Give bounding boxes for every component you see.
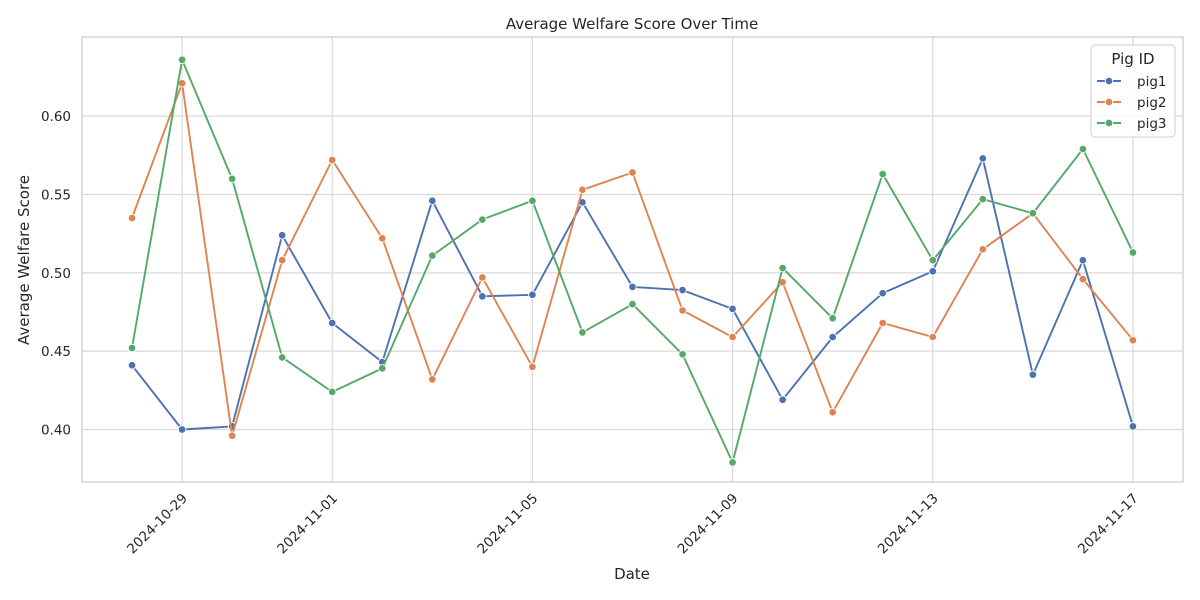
data-point xyxy=(628,282,637,292)
legend-label-pig1: pig1 xyxy=(1137,74,1166,90)
data-point xyxy=(528,196,537,205)
plot-frame xyxy=(81,36,1184,483)
y-tick-label: 0.40 xyxy=(41,423,71,439)
data-point xyxy=(928,267,938,276)
data-point xyxy=(327,318,337,328)
y-tick-label: 0.45 xyxy=(41,344,71,360)
data-point xyxy=(678,306,687,315)
data-point xyxy=(1078,274,1088,284)
data-point xyxy=(1078,256,1088,265)
data-point xyxy=(227,174,237,184)
data-point xyxy=(177,55,187,64)
data-point xyxy=(628,299,637,309)
data-point xyxy=(428,251,437,260)
x-tick-label: 2024-11-01 xyxy=(274,491,341,558)
data-point xyxy=(478,273,487,282)
data-point xyxy=(828,332,837,342)
data-point xyxy=(728,304,737,314)
y-tick-label: 0.55 xyxy=(41,187,71,203)
data-point xyxy=(578,185,587,195)
legend-title: Pig ID xyxy=(1111,50,1154,68)
legend-label-pig3: pig3 xyxy=(1137,116,1166,132)
data-point xyxy=(628,168,637,177)
data-point xyxy=(678,350,687,359)
data-point xyxy=(678,285,687,295)
x-tick-label: 2024-10-29 xyxy=(124,491,191,558)
data-point xyxy=(528,362,537,372)
data-point xyxy=(127,361,137,370)
data-point xyxy=(277,353,287,362)
data-point xyxy=(778,263,787,273)
series-pig3 xyxy=(127,55,1138,467)
data-point xyxy=(1128,248,1138,257)
data-point xyxy=(378,234,387,243)
y-axis-label: Average Welfare Score xyxy=(15,175,33,345)
legend-marker-pig1 xyxy=(1104,76,1114,86)
data-point xyxy=(1128,335,1138,345)
series-pig1 xyxy=(127,154,1138,434)
x-tick-label: 2024-11-17 xyxy=(1075,491,1142,558)
tick-labels: 0.40 0.45 0.50 0.55 0.60 2024-10-29 2024-11-01… xyxy=(41,109,1142,557)
data-point xyxy=(728,458,737,467)
data-point xyxy=(1028,370,1038,379)
chart-title: Average Welfare Score Over Time xyxy=(506,15,758,33)
data-point xyxy=(1078,144,1088,154)
series-pig2 xyxy=(127,78,1138,441)
data-point xyxy=(378,364,387,373)
data-point xyxy=(828,408,837,417)
legend: Pig ID pig1 pig2 pig3 xyxy=(1090,44,1176,138)
data-point xyxy=(728,332,737,342)
data-point xyxy=(878,169,887,179)
data-point xyxy=(428,375,437,384)
data-point xyxy=(928,256,938,265)
data-point xyxy=(478,215,487,224)
data-point xyxy=(978,154,988,163)
data-point xyxy=(978,194,988,204)
data-point xyxy=(478,292,487,301)
data-point xyxy=(1028,209,1038,218)
data-point xyxy=(327,155,337,165)
series-layer xyxy=(127,55,1138,467)
data-point xyxy=(277,256,287,265)
data-point xyxy=(227,431,237,441)
data-point xyxy=(578,328,587,337)
legend-marker-pig2 xyxy=(1104,97,1114,107)
data-point xyxy=(828,314,837,323)
data-point xyxy=(1128,422,1138,431)
data-point xyxy=(327,387,337,397)
y-tick-label: 0.60 xyxy=(41,109,71,125)
data-point xyxy=(428,196,437,205)
data-point xyxy=(778,395,787,404)
data-point xyxy=(177,425,187,434)
data-point xyxy=(277,230,287,240)
legend-box xyxy=(1090,44,1176,138)
x-tick-label: 2024-11-13 xyxy=(875,491,942,558)
x-axis-label: Date xyxy=(614,565,650,583)
data-point xyxy=(878,288,887,298)
x-tick-label: 2024-11-09 xyxy=(675,491,742,558)
legend-marker-pig3 xyxy=(1104,118,1114,128)
x-tick-label: 2024-11-05 xyxy=(474,491,541,558)
data-point xyxy=(978,245,988,254)
data-point xyxy=(528,290,537,300)
grid xyxy=(82,37,1183,482)
y-tick-label: 0.50 xyxy=(41,266,71,282)
data-point xyxy=(878,318,887,328)
data-point xyxy=(928,332,938,342)
data-point xyxy=(127,213,137,223)
legend-label-pig2: pig2 xyxy=(1137,95,1166,111)
data-point xyxy=(127,343,137,353)
